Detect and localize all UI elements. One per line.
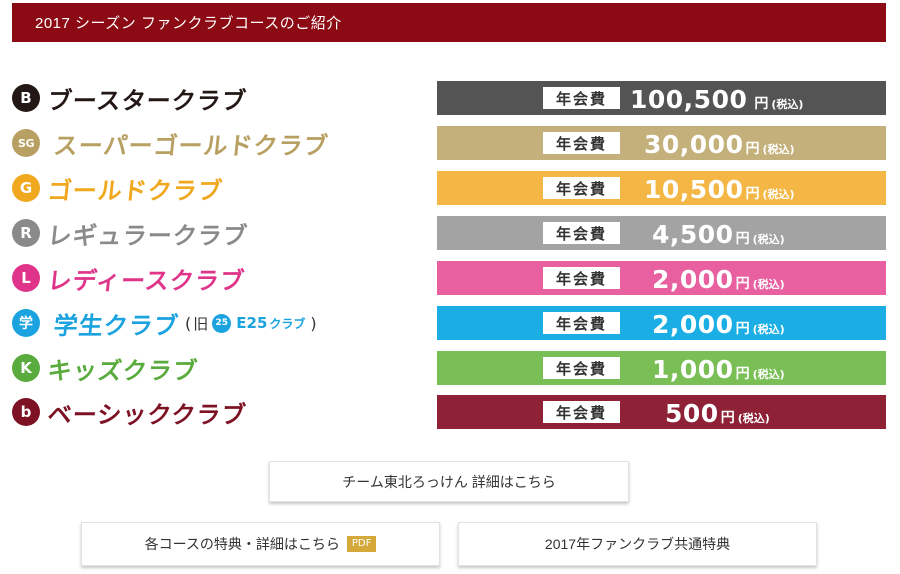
club-row-booster: B ブースタークラブ 年会費 100,500 円 (税込) — [0, 81, 900, 115]
button-label: チーム東北ろっけん 詳細はこちら — [342, 473, 556, 490]
price-currency: 円 — [735, 231, 750, 247]
price-amount: 10,500 — [644, 175, 744, 204]
tax-note: (税込) — [737, 412, 770, 425]
course-details-pdf-button[interactable]: 各コースの特典・詳細はこちら PDF — [81, 522, 440, 566]
club-row-ladies: L レディースクラブ 年会費 2,000 円 (税込) — [0, 261, 900, 295]
former-label: 旧 — [193, 314, 209, 333]
price: 2,000 円 (税込) — [652, 306, 785, 340]
club-row-student: 学 学生クラブ ( 旧 25 E25 クラブ ) 年会費 2,000 円 (税込… — [0, 306, 900, 340]
club-row-basic: b ベーシッククラブ 年会費 500 円 (税込) — [0, 395, 900, 429]
club-name: ベーシッククラブ — [46, 400, 248, 429]
price-currency: 円 — [745, 186, 760, 202]
page-header: 2017 シーズン ファンクラブコースのご紹介 — [12, 3, 886, 42]
price-bar: 年会費 10,500 円 (税込) — [437, 171, 886, 205]
price-amount: 2,000 — [652, 310, 734, 339]
tax-note: (税込) — [752, 323, 785, 336]
annual-fee-label: 年会費 — [543, 132, 620, 154]
price-currency: 円 — [754, 96, 769, 112]
regular-badge-icon: R — [12, 219, 40, 247]
price-bar: 年会費 2,000 円 (税込) — [437, 261, 886, 295]
club-row-gold: G ゴールドクラブ 年会費 10,500 円 (税込) — [0, 171, 900, 205]
price-amount: 4,500 — [652, 220, 734, 249]
annual-fee-label: 年会費 — [543, 222, 620, 244]
pdf-icon: PDF — [346, 536, 377, 552]
price: 2,000 円 (税込) — [652, 261, 785, 295]
annual-fee-label: 年会費 — [543, 177, 620, 199]
gold-badge-icon: G — [12, 174, 40, 202]
annual-fee-label: 年会費 — [543, 357, 620, 379]
tax-note: (税込) — [762, 143, 795, 156]
tax-note: (税込) — [762, 188, 795, 201]
price-currency: 円 — [745, 141, 760, 157]
former-name-note: ( 旧 25 E25 クラブ ) — [185, 313, 317, 334]
tax-note: (税込) — [771, 98, 804, 111]
paren-close: ) — [310, 313, 317, 333]
price-bar: 年会費 4,500 円 (税込) — [437, 216, 886, 250]
price: 30,000 円 (税込) — [644, 126, 795, 160]
page-title: 2017 シーズン ファンクラブコースのご紹介 — [35, 15, 342, 32]
price: 4,500 円 (税込) — [652, 216, 785, 250]
super-gold-badge-icon: SG — [12, 129, 40, 157]
club-row-kids: K キッズクラブ 年会費 1,000 円 (税込) — [0, 351, 900, 385]
tax-note: (税込) — [752, 368, 785, 381]
former-club-name: E25 — [236, 314, 268, 332]
student-badge-icon: 学 — [12, 309, 40, 337]
club-name: レギュラークラブ — [46, 221, 250, 250]
annual-fee-label: 年会費 — [543, 401, 620, 423]
price: 1,000 円 (税込) — [652, 351, 785, 385]
price-currency: 円 — [735, 321, 750, 337]
club-name: 学生クラブ — [52, 311, 181, 340]
price-amount: 500 — [665, 399, 719, 428]
price-bar: 年会費 1,000 円 (税込) — [437, 351, 886, 385]
ladies-badge-icon: L — [12, 264, 40, 292]
price-bar: 年会費 2,000 円 (税込) — [437, 306, 886, 340]
e25-badge-icon: 25 — [212, 313, 232, 333]
price-amount: 30,000 — [644, 130, 744, 159]
club-name: キッズクラブ — [46, 356, 200, 385]
button-label: 2017年ファンクラブ共通特典 — [544, 536, 731, 552]
price: 500 円 (税込) — [665, 395, 770, 429]
price: 10,500 円 (税込) — [644, 171, 795, 205]
price-amount: 2,000 — [652, 265, 734, 294]
common-benefits-button[interactable]: 2017年ファンクラブ共通特典 — [458, 522, 817, 566]
tax-note: (税込) — [752, 233, 785, 246]
price-bar: 年会費 30,000 円 (税込) — [437, 126, 886, 160]
kids-badge-icon: K — [12, 354, 40, 382]
club-name: ブースタークラブ — [46, 86, 249, 115]
club-name: スーパーゴールドクラブ — [52, 131, 330, 160]
club-row-regular: R レギュラークラブ 年会費 4,500 円 (税込) — [0, 216, 900, 250]
annual-fee-label: 年会費 — [543, 267, 620, 289]
price-amount: 1,000 — [652, 355, 734, 384]
paren-open: ( — [185, 313, 192, 333]
booster-badge-icon: B — [12, 84, 40, 112]
price-bar: 年会費 100,500 円 (税込) — [437, 81, 886, 115]
price-currency: 円 — [735, 276, 750, 292]
tax-note: (税込) — [752, 278, 785, 291]
price-currency: 円 — [735, 366, 750, 382]
annual-fee-label: 年会費 — [543, 312, 620, 334]
button-label: 各コースの特典・詳細はこちら — [144, 536, 340, 552]
price-bar: 年会費 500 円 (税込) — [437, 395, 886, 429]
basic-badge-icon: b — [12, 398, 40, 426]
club-row-super-gold: SG スーパーゴールドクラブ 年会費 30,000 円 (税込) — [0, 126, 900, 160]
price-currency: 円 — [720, 410, 735, 426]
price-amount: 100,500 — [630, 85, 748, 114]
price: 100,500 円 (税込) — [630, 81, 803, 115]
team-tohoku-details-button[interactable]: チーム東北ろっけん 詳細はこちら — [269, 461, 629, 502]
club-name: レディースクラブ — [46, 266, 247, 295]
former-club-suffix: クラブ — [269, 316, 306, 331]
club-name: ゴールドクラブ — [46, 176, 225, 205]
annual-fee-label: 年会費 — [543, 87, 620, 109]
